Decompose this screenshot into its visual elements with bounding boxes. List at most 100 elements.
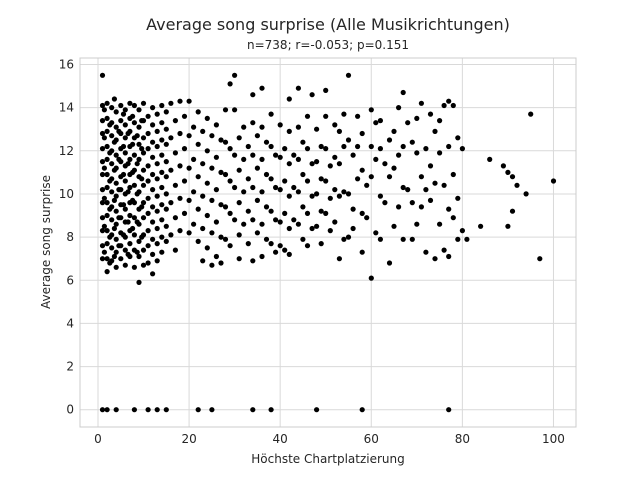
data-point xyxy=(99,187,106,193)
data-point xyxy=(218,234,224,240)
data-point xyxy=(304,146,311,152)
data-point xyxy=(109,204,115,210)
data-point xyxy=(125,219,131,225)
data-point xyxy=(268,111,274,117)
grid-lines xyxy=(80,58,576,427)
data-point xyxy=(111,197,117,203)
data-point xyxy=(286,193,292,199)
data-point xyxy=(314,159,320,165)
data-point xyxy=(136,253,142,260)
data-point xyxy=(505,223,511,229)
chart-title: Average song surprise (Alle Musikrichtun… xyxy=(146,15,510,34)
data-point xyxy=(259,85,265,91)
data-point xyxy=(450,102,456,109)
data-point xyxy=(368,143,374,150)
data-point xyxy=(314,191,320,197)
data-point xyxy=(300,171,306,178)
data-point xyxy=(191,156,197,162)
data-point xyxy=(204,180,210,186)
data-point xyxy=(295,124,301,130)
data-point xyxy=(136,156,142,162)
data-point xyxy=(150,236,156,242)
data-point xyxy=(222,139,229,145)
data-point xyxy=(427,163,434,169)
data-point xyxy=(195,238,201,244)
data-point xyxy=(109,120,115,126)
data-point xyxy=(163,159,169,165)
data-point xyxy=(127,128,133,134)
data-point xyxy=(323,210,329,216)
data-point xyxy=(181,113,188,119)
data-point xyxy=(177,228,183,234)
data-point xyxy=(245,143,251,150)
data-point xyxy=(99,228,106,234)
data-point xyxy=(254,165,260,171)
data-point xyxy=(386,260,393,266)
data-point xyxy=(122,247,128,253)
data-point xyxy=(118,118,124,124)
data-point xyxy=(145,178,151,184)
data-point xyxy=(101,165,107,171)
data-point xyxy=(304,178,311,184)
data-point xyxy=(236,232,242,238)
data-point xyxy=(268,208,274,214)
data-point xyxy=(131,167,137,173)
data-point xyxy=(277,122,283,128)
data-point xyxy=(241,124,247,130)
data-point xyxy=(150,171,156,178)
data-point xyxy=(418,174,424,180)
data-point xyxy=(122,122,128,128)
data-point xyxy=(118,256,124,262)
data-point xyxy=(355,176,361,182)
data-point xyxy=(122,135,128,141)
data-point xyxy=(409,139,415,145)
data-point xyxy=(359,210,365,216)
data-point xyxy=(113,124,119,130)
data-point xyxy=(118,130,124,137)
y-tick-label: 2 xyxy=(66,360,74,374)
data-point xyxy=(136,141,142,147)
data-point xyxy=(268,241,274,247)
data-point xyxy=(99,146,106,152)
data-point xyxy=(113,208,119,214)
data-point xyxy=(263,171,270,178)
data-point xyxy=(154,208,160,214)
data-point xyxy=(104,115,110,121)
data-point xyxy=(109,176,115,182)
data-point xyxy=(195,109,201,115)
data-point xyxy=(127,241,133,247)
data-point xyxy=(250,258,256,264)
data-point xyxy=(111,253,117,260)
y-tick-label: 8 xyxy=(66,230,74,244)
data-point xyxy=(432,128,438,134)
data-point xyxy=(136,221,142,227)
data-point xyxy=(236,256,242,262)
data-point xyxy=(109,258,115,264)
data-point xyxy=(295,156,301,162)
data-point xyxy=(213,253,219,260)
data-point xyxy=(150,187,156,193)
data-point xyxy=(377,146,383,152)
data-point xyxy=(191,189,197,195)
data-point xyxy=(195,174,201,180)
data-point xyxy=(318,241,324,247)
data-point xyxy=(327,195,333,201)
data-point xyxy=(145,113,151,119)
data-point xyxy=(120,143,127,150)
data-point xyxy=(168,232,174,238)
data-point xyxy=(446,98,452,104)
data-point xyxy=(364,215,370,221)
data-point xyxy=(232,107,238,113)
data-point xyxy=(130,113,136,119)
data-point xyxy=(327,228,333,234)
data-point xyxy=(154,225,160,232)
data-point xyxy=(250,184,256,191)
data-point xyxy=(446,143,452,150)
data-point xyxy=(368,275,374,281)
data-point xyxy=(136,279,142,285)
data-point xyxy=(332,219,338,225)
data-point xyxy=(186,230,192,236)
data-point xyxy=(104,212,110,219)
data-point xyxy=(204,115,210,121)
